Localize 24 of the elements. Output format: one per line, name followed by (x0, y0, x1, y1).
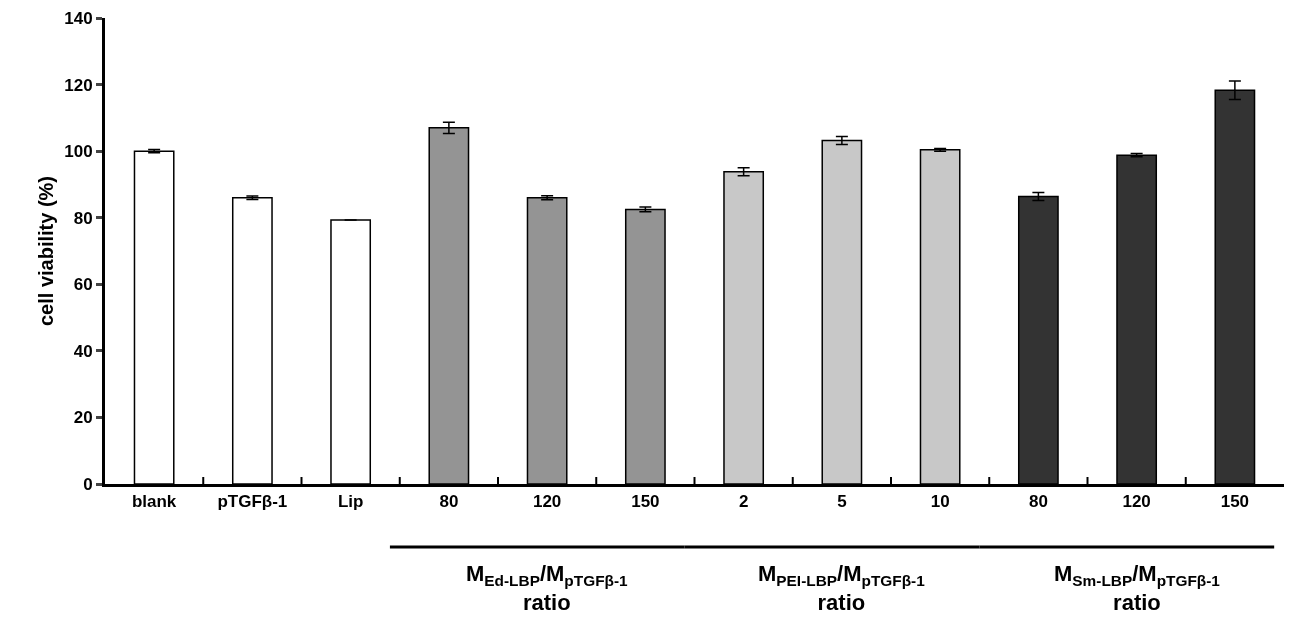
x-tick-label: blank (131, 492, 177, 512)
x-tick-label: 2 (738, 492, 749, 512)
x-tick-label: 10 (930, 492, 950, 512)
y-tick-label: 60 (73, 275, 93, 295)
x-tick-label: 5 (837, 492, 847, 512)
x-tick-label: 120 (1122, 492, 1151, 512)
y-tick-label: 40 (73, 341, 93, 361)
y-tick-label: 140 (64, 8, 93, 28)
y-axis-title: cell viability (%) (35, 175, 57, 327)
y-tick-label: 20 (73, 408, 93, 428)
x-tick-label: 150 (631, 492, 660, 512)
y-tick-label: 120 (64, 75, 93, 95)
text: M$_{Sm-LBP}$/M$_{pTGFβ-1}$ ratio (1054, 561, 1221, 615)
y-tick-label: 0 (83, 474, 93, 494)
y-tick-label: 100 (64, 142, 93, 162)
x-tick-label: 150 (1220, 492, 1250, 512)
x-tick-label: 80 (1028, 492, 1048, 512)
x-tick-label: 120 (532, 492, 562, 512)
x-tick-label: 80 (439, 492, 459, 512)
y-tick-label: 80 (73, 208, 93, 228)
x-tick-label: Lip (337, 492, 364, 512)
text: M$_{PEI-LBP}$/M$_{pTGFβ-1}$ ratio (758, 561, 926, 615)
x-tick-label: pTGFβ-1 (217, 492, 288, 512)
text: M$_{Ed-LBP}$/M$_{pTGFβ-1}$ ratio (466, 561, 629, 615)
